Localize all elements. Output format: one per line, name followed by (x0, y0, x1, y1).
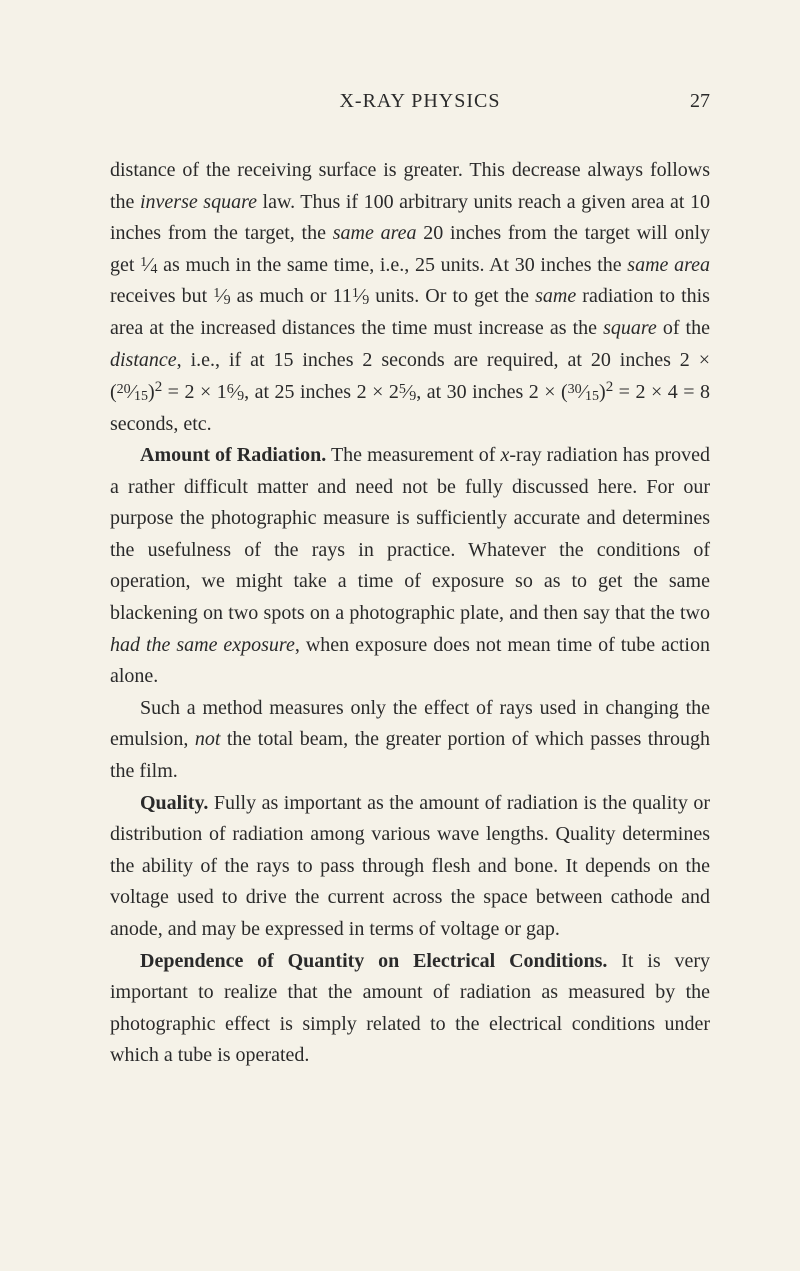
text: , at 30 inches 2 × ( (416, 381, 567, 403)
italic-text: same area (333, 222, 417, 244)
fraction-numerator: 1 (213, 286, 220, 301)
italic-text: square (603, 317, 657, 339)
italic-text: had the same exposure (110, 634, 295, 656)
fraction-numerator: 5 (399, 382, 406, 397)
text: as much or 11 (231, 285, 352, 307)
page-header: X-RAY PHYSICS 27 (110, 90, 710, 113)
body-text: distance of the receiving surface is gre… (110, 155, 710, 1072)
text: ) (599, 381, 606, 403)
text: The measurement of (326, 444, 500, 466)
text: units. Or to get the (369, 285, 535, 307)
italic-text: same area (627, 254, 710, 276)
paragraph-2: Amount of Radiation. The measurement of … (110, 440, 710, 693)
italic-text: same (535, 285, 576, 307)
page-number: 27 (690, 90, 710, 113)
heading-inline: Dependence of Quantity on Electrical Con… (140, 950, 607, 972)
text: as much in the same time, i.e., 25 units… (157, 254, 627, 276)
fraction-denominator: 9 (224, 293, 231, 308)
paragraph-5: Dependence of Quantity on Electrical Con… (110, 946, 710, 1072)
fraction-denominator: 15 (134, 389, 148, 404)
paragraph-1: distance of the receiving surface is gre… (110, 155, 710, 440)
text: of the (657, 317, 710, 339)
fraction-numerator: 1 (352, 286, 359, 301)
italic-text: inverse square (140, 191, 257, 213)
heading-inline: Quality. (140, 792, 208, 814)
fraction-numerator: 20 (117, 382, 131, 397)
fraction-denominator: 15 (585, 389, 599, 404)
italic-text: not (195, 728, 221, 750)
heading-inline: Amount of Radiation. (140, 444, 326, 466)
fraction-numerator: 1 (140, 255, 147, 270)
text: , at 25 inches 2 × 2 (244, 381, 399, 403)
fraction-numerator: 6 (227, 382, 234, 397)
italic-text: distance (110, 349, 177, 371)
text: ) (148, 381, 155, 403)
paragraph-4: Quality. Fully as important as the amoun… (110, 788, 710, 946)
text: = 2 × 1 (162, 381, 227, 403)
running-title: X-RAY PHYSICS (150, 90, 690, 113)
paragraph-3: Such a method measures only the effect o… (110, 693, 710, 788)
text: receives but (110, 285, 213, 307)
page: X-RAY PHYSICS 27 distance of the receivi… (0, 0, 800, 1271)
text: -ray radi­ation has proved a rather diff… (110, 444, 710, 624)
fraction-numerator: 30 (568, 382, 582, 397)
